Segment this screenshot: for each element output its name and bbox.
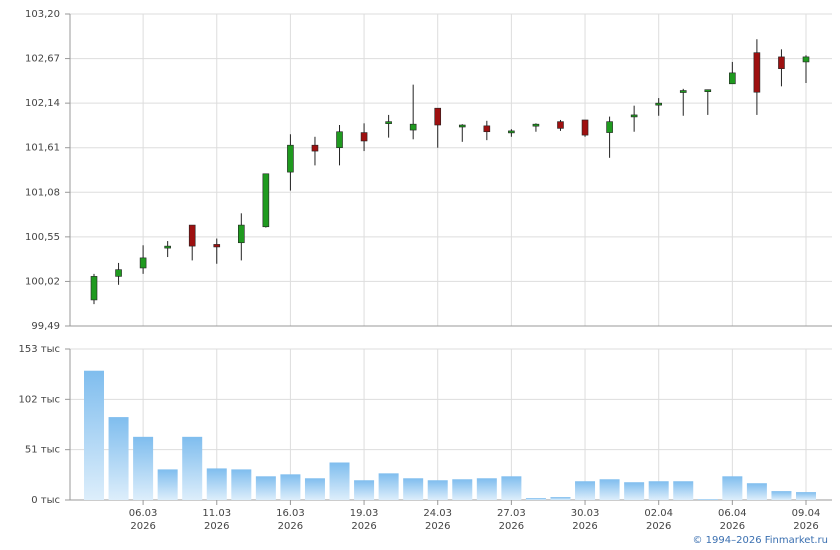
candle-body: [287, 144, 294, 173]
candle-body: [581, 119, 589, 136]
candle-body: [729, 72, 736, 85]
x-tick-label: 27.03 2026: [497, 508, 526, 532]
x-tick-label: 02.04 2026: [644, 508, 673, 532]
x-tick-label: 24.03 2026: [423, 508, 453, 532]
candle-body: [115, 269, 122, 277]
candle-body: [188, 224, 196, 247]
y-tick-label: 99,49: [31, 321, 60, 332]
volume-bar: [796, 492, 816, 500]
candle-body: [385, 121, 392, 124]
volume-bar: [648, 481, 669, 500]
y-tick-label: 100,55: [25, 232, 60, 243]
volume-bar: [354, 480, 375, 500]
volume-bar: [697, 499, 718, 500]
volume-bar: [476, 478, 497, 500]
x-tick-label: 06.03 2026: [128, 508, 158, 532]
x-tick-label: 16.03 2026: [276, 508, 305, 532]
volume-bar: [304, 478, 325, 500]
x-tick-label: 06.04 2026: [718, 508, 747, 532]
volume-bar: [575, 481, 596, 500]
candle-body: [311, 144, 319, 152]
y-tick-label: 0 тыс: [31, 495, 60, 506]
volume-bar: [329, 462, 350, 500]
y-tick-label: 102,14: [25, 98, 60, 109]
volume-bar: [550, 497, 571, 500]
volume-bar: [722, 476, 743, 500]
x-tick-label: 30.03 2026: [570, 508, 600, 532]
volume-bar: [771, 491, 792, 500]
candle-body: [238, 224, 245, 244]
candle-body: [434, 107, 442, 126]
candle-body: [360, 132, 368, 142]
candle-body: [458, 124, 466, 128]
x-tick-label: 19.03 2026: [349, 508, 379, 532]
candle-body: [630, 114, 638, 118]
volume-bar: [133, 436, 154, 500]
candle-body: [802, 56, 810, 63]
volume-bar: [157, 469, 178, 500]
candle-body: [262, 173, 270, 228]
candle-body: [90, 276, 98, 301]
candle-body: [753, 52, 761, 93]
y-tick-label: 153 тыс: [19, 344, 60, 355]
copyright: © 1994–2026 Finmarket.ru: [692, 535, 828, 546]
candle-body: [164, 245, 171, 249]
volume-bar: [452, 479, 473, 500]
volume-bar: [673, 481, 694, 500]
volume-bar: [599, 479, 620, 500]
candle-body: [532, 123, 540, 127]
candle-body: [778, 56, 785, 69]
volume-bar: [403, 478, 424, 500]
candle-body: [139, 257, 147, 269]
y-tick-label: 100,02: [25, 276, 60, 287]
y-tick-label: 102,67: [25, 54, 60, 65]
y-tick-label: 51 тыс: [25, 445, 60, 456]
volume-bar: [206, 468, 227, 500]
candle-body: [606, 121, 613, 133]
candle-body: [508, 130, 515, 134]
volume-bar: [378, 473, 399, 500]
y-tick-label: 101,61: [25, 143, 60, 154]
volume-bar: [525, 498, 546, 500]
volume-bar: [427, 480, 448, 500]
candle-body: [557, 121, 564, 129]
candle-body: [336, 131, 343, 149]
y-tick-label: 103,20: [25, 9, 60, 20]
candle-body: [483, 125, 491, 133]
volume-bar: [624, 482, 645, 500]
volume-bar: [280, 474, 301, 500]
candle-body: [704, 89, 712, 92]
volume-bar: [501, 476, 522, 500]
candle-body: [409, 123, 417, 131]
candle-body: [679, 90, 687, 93]
candle-body: [655, 102, 662, 106]
volume-bar: [231, 469, 252, 500]
volume-bar: [182, 436, 203, 500]
volume-bar: [108, 417, 129, 500]
candle-body: [213, 244, 221, 248]
y-tick-label: 102 тыс: [19, 394, 60, 405]
x-tick-label: 09.04 2026: [791, 508, 821, 532]
x-tick-label: 11.03 2026: [202, 508, 232, 532]
volume-bar: [255, 476, 276, 500]
volume-bar: [84, 370, 104, 500]
y-tick-label: 101,08: [25, 187, 60, 198]
volume-bar: [746, 483, 767, 500]
